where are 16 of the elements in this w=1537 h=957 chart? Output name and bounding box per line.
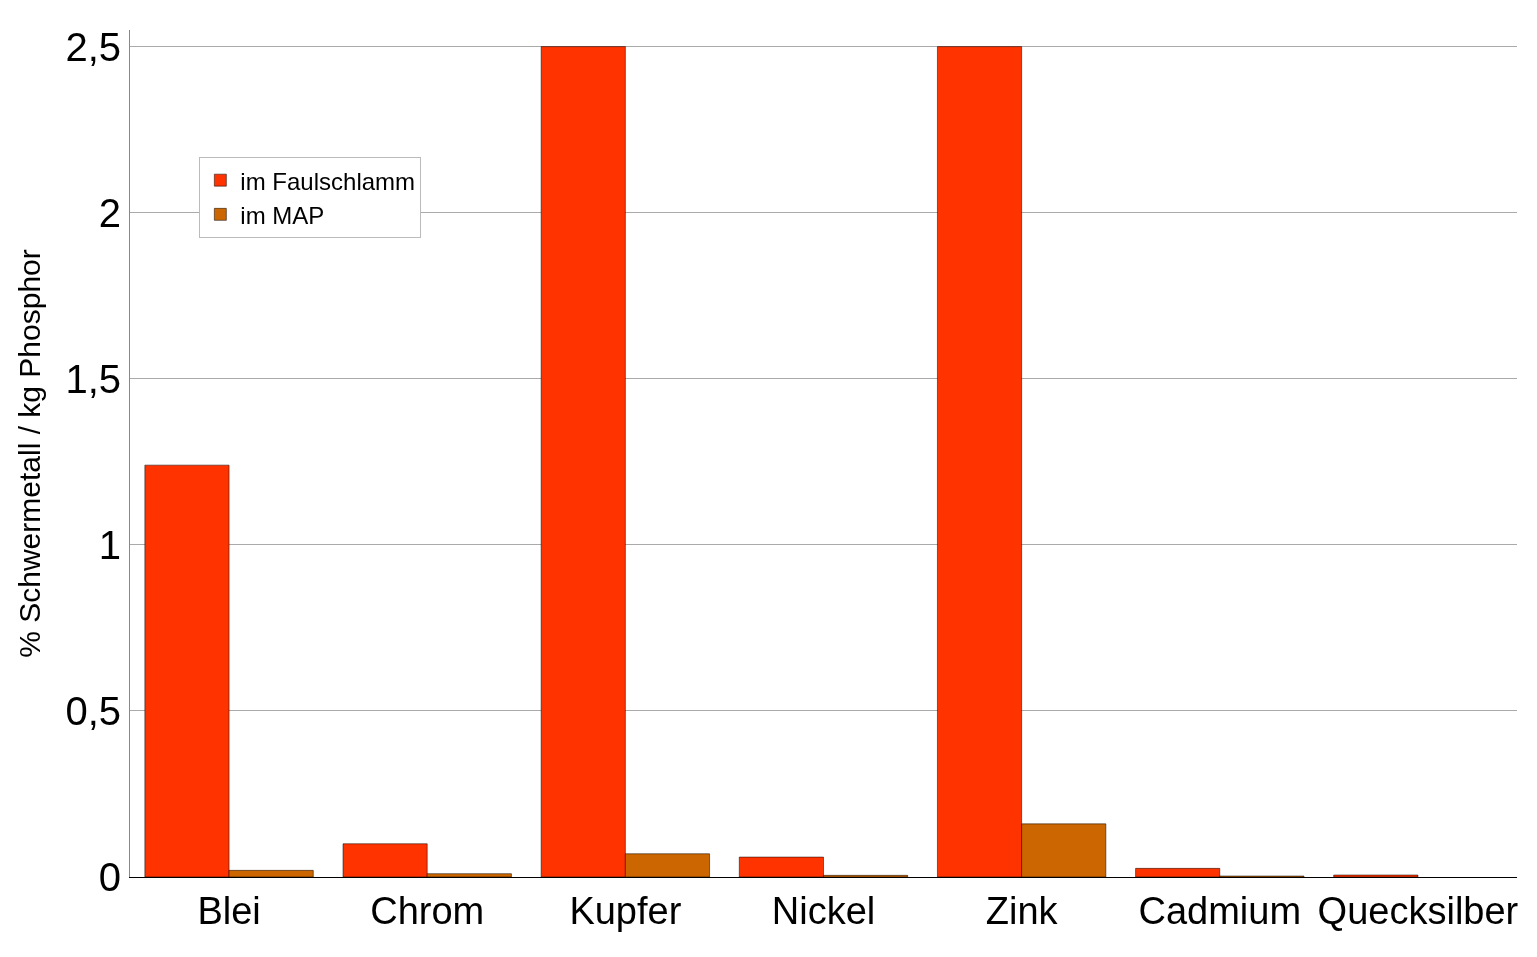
x-tick-label: Zink	[985, 889, 1059, 932]
x-tick-label: Blei	[197, 889, 261, 932]
y-tick-label: 0,5	[65, 688, 121, 733]
y-tick-label: 1	[98, 522, 121, 567]
x-tick-label: Nickel	[771, 889, 876, 932]
y-tick-label: 1,5	[65, 356, 121, 401]
y-tick-label: 2	[98, 190, 121, 235]
y-tick-label: 2,5	[65, 24, 121, 69]
x-tick-label: Kupfer	[569, 889, 682, 932]
legend-label: im MAP	[240, 201, 325, 229]
legend-label: im Faulschlamm	[240, 167, 416, 195]
y-tick-label: 0	[98, 855, 121, 899]
x-tick-label: Quecksilber	[1317, 889, 1519, 932]
x-tick-label: Cadmium	[1138, 889, 1302, 932]
y-axis-title: % Schwermetall / kg Phosphor	[13, 249, 47, 658]
x-tick-label: Chrom	[370, 889, 485, 932]
